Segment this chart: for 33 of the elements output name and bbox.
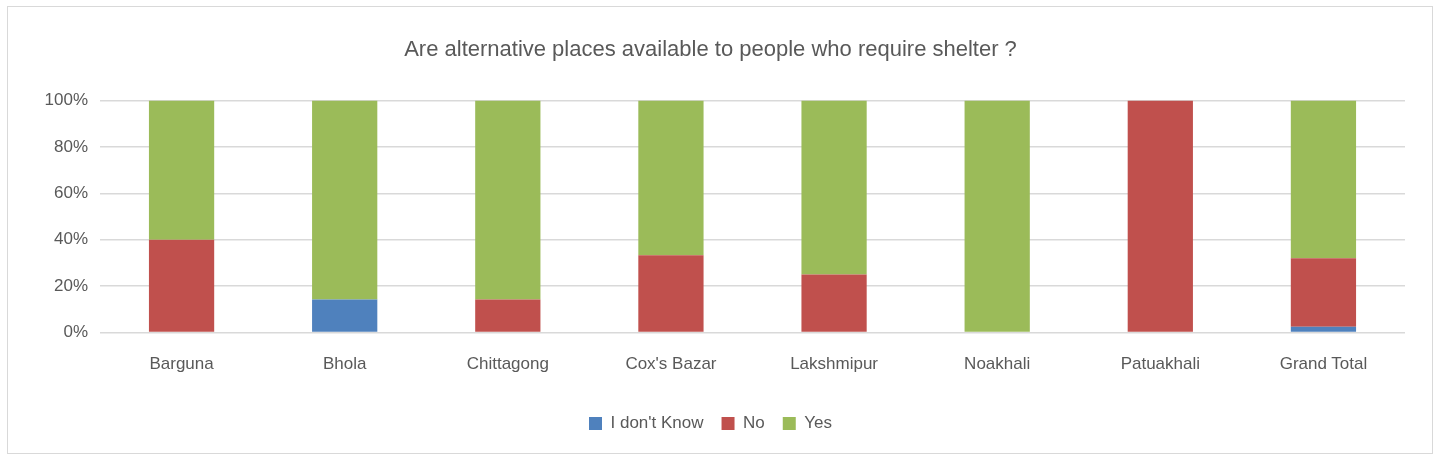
legend-label: No [743, 413, 765, 433]
bar [312, 299, 378, 332]
x-tick-label: Grand Total [1279, 354, 1368, 374]
y-tick-label: 100% [44, 90, 88, 110]
x-tick-label: Patuakhali [1120, 354, 1201, 374]
x-tick-label: Cox's Bazar [625, 354, 717, 374]
bar [801, 100, 867, 275]
bar [1290, 100, 1357, 259]
y-tick-label: 0% [63, 322, 88, 342]
bar [312, 100, 378, 300]
bar [148, 100, 215, 240]
x-tick-label: Bhola [322, 354, 367, 374]
legend-label: I don't Know [610, 413, 705, 433]
bar [964, 100, 1030, 332]
legend-label: Yes [804, 413, 832, 433]
bar [1127, 100, 1193, 332]
bar [148, 239, 215, 332]
bar [1290, 258, 1357, 327]
chart-title: Are alternative places available to people who require shelter ? [404, 36, 1017, 62]
bar [638, 100, 704, 256]
x-tick-label: Noakhali [964, 354, 1031, 374]
y-tick-label: 40% [53, 229, 88, 249]
bar [638, 255, 704, 332]
bar [1290, 326, 1357, 332]
bar [475, 100, 541, 300]
y-tick-label: 20% [53, 275, 88, 295]
x-tick-label: Barguna [149, 354, 215, 374]
bar [801, 274, 867, 332]
x-tick-label: Chittagong [466, 354, 549, 374]
bar [475, 299, 541, 332]
y-tick-label: 80% [53, 136, 88, 156]
y-tick-label: 60% [53, 182, 88, 202]
x-tick-label: Lakshmipur [790, 354, 879, 374]
